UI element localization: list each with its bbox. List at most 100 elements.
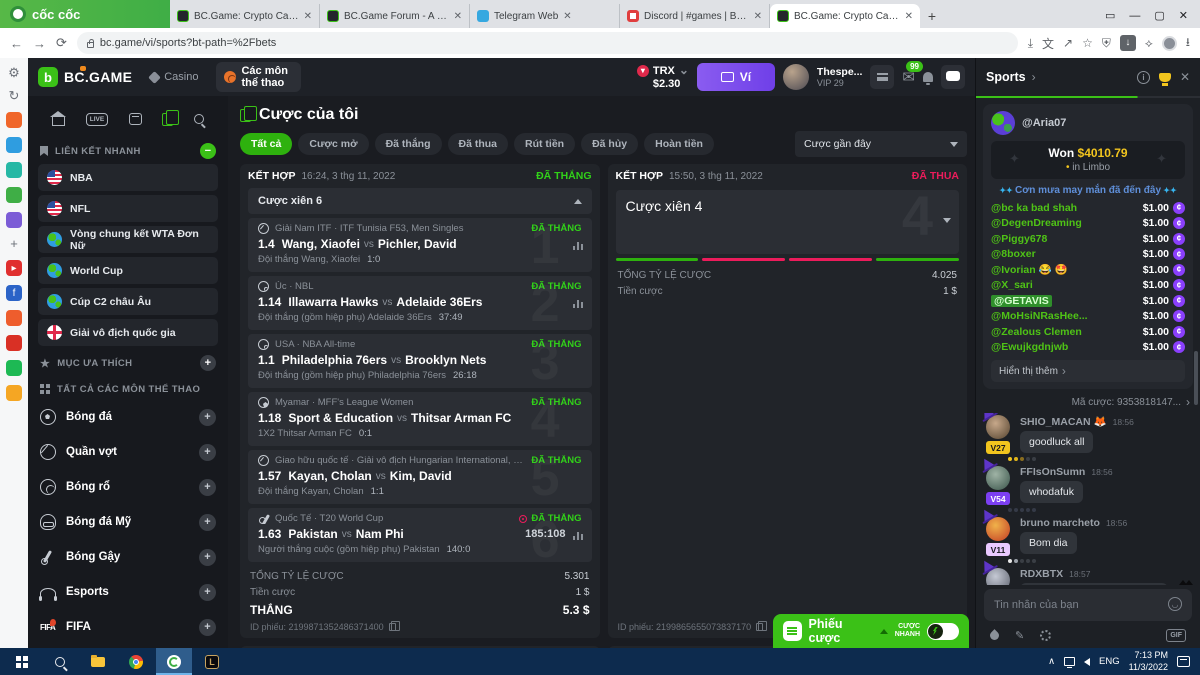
show-more-button[interactable]: Hiển thị thêm ›: [991, 360, 1185, 382]
bet-leg-1[interactable]: Giải Nam ITF · ITF Tunisia F53, Men Sing…: [248, 218, 592, 272]
games-app-icon[interactable]: [6, 212, 22, 228]
save-device-icon[interactable]: ⤓: [1027, 35, 1033, 50]
expand-icon[interactable]: +: [199, 443, 216, 461]
sidebar-item-soccer[interactable]: Bóng đá +: [38, 402, 218, 432]
tab-close-icon[interactable]: ✕: [753, 10, 762, 22]
volume-icon[interactable]: [1084, 657, 1091, 666]
sidebar-item-cup-c2[interactable]: Cúp C2 châu Âu: [38, 288, 218, 315]
action-center-icon[interactable]: [1177, 656, 1190, 667]
wallet-button[interactable]: Ví: [696, 63, 775, 91]
sort-dropdown[interactable]: Cược gần đây: [795, 131, 967, 157]
downloads-tray-icon[interactable]: ⭳: [1185, 34, 1190, 49]
filter-cashout[interactable]: Rút tiền: [514, 133, 576, 155]
expand-icon[interactable]: +: [199, 513, 216, 531]
gmail-icon[interactable]: [6, 335, 22, 351]
filter-refunded[interactable]: Hoàn tiền: [644, 133, 714, 155]
league-of-legends-app[interactable]: L: [194, 648, 230, 675]
new-tab-button[interactable]: +: [927, 8, 937, 24]
close-chat-icon[interactable]: ✕: [1179, 70, 1190, 84]
youtube-icon[interactable]: ▸: [6, 260, 22, 276]
sidebar-item-nfl[interactable]: NFL: [38, 195, 218, 222]
add-app-icon[interactable]: +: [10, 236, 18, 251]
filter-lost[interactable]: Đã thua: [447, 133, 509, 155]
bet-leg-3[interactable]: USA · NBA All-time ĐÃ THẮNG 1.1 Philadel…: [248, 334, 592, 388]
back-button[interactable]: ←: [10, 35, 23, 51]
stats-icon[interactable]: [572, 532, 583, 540]
sidebar-item-basketball[interactable]: Bóng rổ +: [38, 472, 218, 502]
expand-icon[interactable]: +: [199, 408, 216, 426]
filter-open[interactable]: Cược mở: [298, 133, 369, 155]
expand-icon[interactable]: +: [199, 478, 216, 496]
chat-message-input[interactable]: [984, 589, 1192, 621]
settings-gear-icon[interactable]: ⚙: [8, 65, 20, 80]
bet-leg-4[interactable]: Myamar · MFF's League Women ĐÃ THẮNG 1.1…: [248, 392, 592, 446]
vip-progress-icon[interactable]: [870, 65, 895, 89]
filter-cancelled[interactable]: Đã hủy: [581, 133, 639, 155]
chat-room-title[interactable]: Sports: [986, 70, 1026, 84]
sidebar-item-esports[interactable]: Esports +: [38, 577, 218, 607]
chrome-app[interactable]: [118, 648, 154, 675]
tab-bcgame-1[interactable]: BC.Game: Crypto Casino Gam ✕: [170, 4, 320, 28]
sidebar-item-world-cup[interactable]: World Cup: [38, 257, 218, 284]
chat-toggle-icon[interactable]: [941, 65, 965, 89]
info-icon[interactable]: i: [1136, 70, 1150, 84]
share-icon[interactable]: ↗: [1063, 36, 1074, 50]
news-app-icon[interactable]: [6, 112, 22, 128]
rain-drop-icon[interactable]: [988, 629, 1001, 642]
bet-name-row[interactable]: Cược xiên 6: [248, 188, 592, 214]
orange-app-icon[interactable]: [6, 385, 22, 401]
hidden-icons-arrow[interactable]: ∧: [1048, 656, 1056, 667]
tab-discord[interactable]: Discord | #games | BC G ✕: [620, 4, 770, 28]
start-button[interactable]: [4, 648, 40, 675]
browser-profile-avatar[interactable]: [1161, 35, 1177, 51]
tab-bcgame-active[interactable]: BC.Game: Crypto Casino Gam ✕: [770, 4, 920, 28]
trophy-icon[interactable]: [1158, 72, 1171, 86]
tab-close-icon[interactable]: ✕: [453, 10, 462, 22]
bet-slip-bar[interactable]: Phiếu cược CƯỢC NHANH: [773, 614, 969, 648]
reload-button[interactable]: ⟳: [56, 35, 67, 50]
network-icon[interactable]: [1064, 657, 1076, 668]
clock[interactable]: 7:13 PM 11/3/2022: [1128, 650, 1168, 672]
tab-bcgame-forum[interactable]: BC.Game Forum - A Cryptoc ✕: [320, 4, 470, 28]
chat-scrollbar[interactable]: [1194, 351, 1198, 405]
zalo-app-icon[interactable]: [6, 137, 22, 153]
bet-name-collapsed[interactable]: Cược xiên 4 4: [615, 188, 959, 254]
coccoc-app-active[interactable]: [156, 648, 192, 675]
home-icon[interactable]: [50, 111, 67, 126]
tab-close-icon[interactable]: ✕: [563, 10, 572, 22]
extensions-icon[interactable]: ⟡: [1144, 35, 1153, 50]
avatar[interactable]: [979, 455, 1010, 490]
currency-selector[interactable]: ▾ TRX ⌄ $2.30: [636, 64, 689, 90]
collapse-quick-links-button[interactable]: −: [200, 143, 216, 159]
bet-code-link[interactable]: Mã cược: 9353818147... ›: [1071, 395, 1190, 409]
tab-search-icon[interactable]: ▭: [1104, 10, 1116, 22]
chat-username[interactable]: RDXBTX: [1020, 568, 1064, 580]
expand-icon[interactable]: +: [199, 583, 216, 601]
chat-username[interactable]: FFIsOnSumn: [1020, 466, 1086, 478]
emoji-icon[interactable]: ◡: [1168, 597, 1182, 611]
bcgame-logo[interactable]: b BC.GAME: [38, 66, 132, 87]
stats-icon[interactable]: [572, 300, 583, 308]
language-indicator[interactable]: ENG: [1099, 656, 1120, 667]
sidebar-item-american-football[interactable]: Bóng đá Mỹ +: [38, 507, 218, 537]
sidebar-item-wta-finals[interactable]: Vòng chung kết WTA Đơn Nữ: [38, 226, 218, 253]
url-field[interactable]: bc.game/vi/sports?bt-path=%2Fbets: [76, 32, 1018, 54]
bell-icon[interactable]: [923, 72, 933, 85]
bookmark-star-icon[interactable]: ☆: [1082, 36, 1093, 50]
add-favorite-button[interactable]: +: [200, 355, 216, 371]
spotify-icon[interactable]: [6, 360, 22, 376]
chat-username[interactable]: SHIO_MACAN 🦊: [1020, 416, 1107, 428]
gif-icon[interactable]: GIF: [1166, 629, 1186, 642]
close-button[interactable]: ✕: [1178, 10, 1188, 22]
calendar-icon[interactable]: [128, 113, 142, 125]
filter-won[interactable]: Đã thắng: [374, 133, 442, 155]
teal-app-icon[interactable]: [6, 162, 22, 178]
bet-leg-6[interactable]: Quốc Tế · T20 World Cup ĐÃ THẮNG 1.63 Pa…: [248, 508, 592, 562]
facebook-icon[interactable]: f: [6, 285, 22, 301]
shopee-icon[interactable]: [6, 310, 22, 326]
filter-all[interactable]: Tất cả: [240, 133, 293, 155]
sidebar-item-nba[interactable]: NBA: [38, 164, 218, 191]
maximize-button[interactable]: ▢: [1154, 10, 1165, 22]
file-explorer[interactable]: [80, 648, 116, 675]
taskbar-search[interactable]: [42, 648, 78, 675]
